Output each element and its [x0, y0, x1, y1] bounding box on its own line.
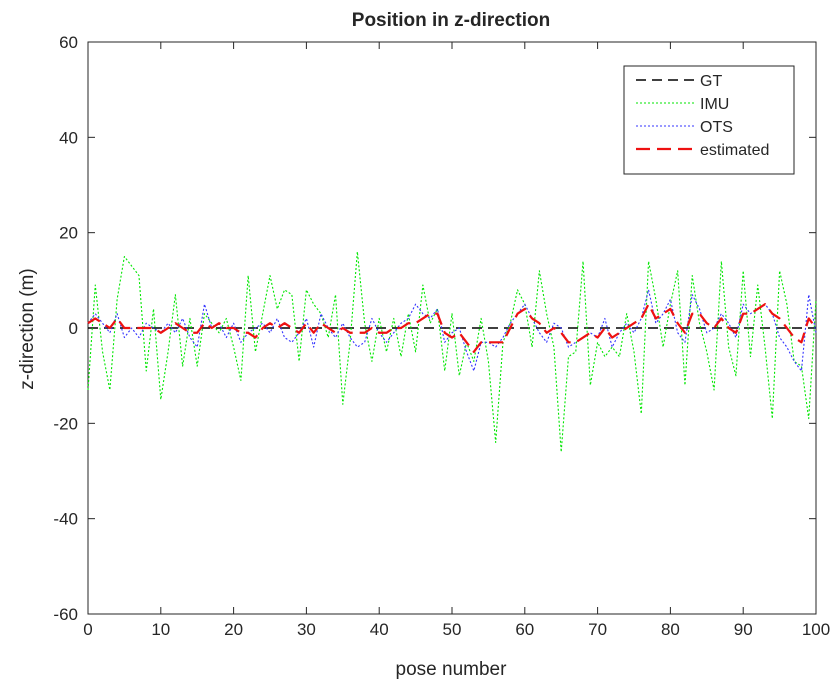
y-tick-label: 20 — [59, 224, 78, 243]
y-tick-label: -60 — [53, 605, 78, 624]
y-axis-label: z-direction (m) — [17, 268, 38, 389]
y-tick-label: 60 — [59, 33, 78, 52]
y-tick-label: 40 — [59, 128, 78, 147]
y-tick-label: -40 — [53, 510, 78, 529]
x-tick-label: 90 — [734, 620, 753, 639]
y-tick-label: 0 — [69, 319, 78, 338]
series-line-imu — [87, 251, 817, 453]
x-tick-label: 100 — [802, 620, 830, 639]
x-tick-label: 10 — [151, 620, 170, 639]
series-line-estimated — [87, 303, 817, 353]
x-tick-label: 70 — [588, 620, 607, 639]
x-axis-label: pose number — [396, 659, 508, 680]
legend-box — [623, 65, 795, 175]
x-tick-label: 60 — [515, 620, 534, 639]
legend-label-imu: IMU — [700, 96, 729, 113]
x-tick-label: 40 — [370, 620, 389, 639]
legend-label-ots: OTS — [700, 119, 733, 136]
x-tick-label: 0 — [83, 620, 92, 639]
x-tick-label: 30 — [297, 620, 316, 639]
x-tick-label: 20 — [224, 620, 243, 639]
legend-label-gt: GT — [700, 73, 722, 90]
y-tick-label: -20 — [53, 414, 78, 433]
legend: GT IMU OTS estimated — [623, 65, 795, 175]
chart-title: Position in z-direction — [352, 10, 550, 31]
series-line-ots — [87, 289, 817, 372]
legend-label-estimated: estimated — [700, 142, 769, 159]
x-tick-label: 80 — [661, 620, 680, 639]
x-tick-label: 50 — [443, 620, 462, 639]
